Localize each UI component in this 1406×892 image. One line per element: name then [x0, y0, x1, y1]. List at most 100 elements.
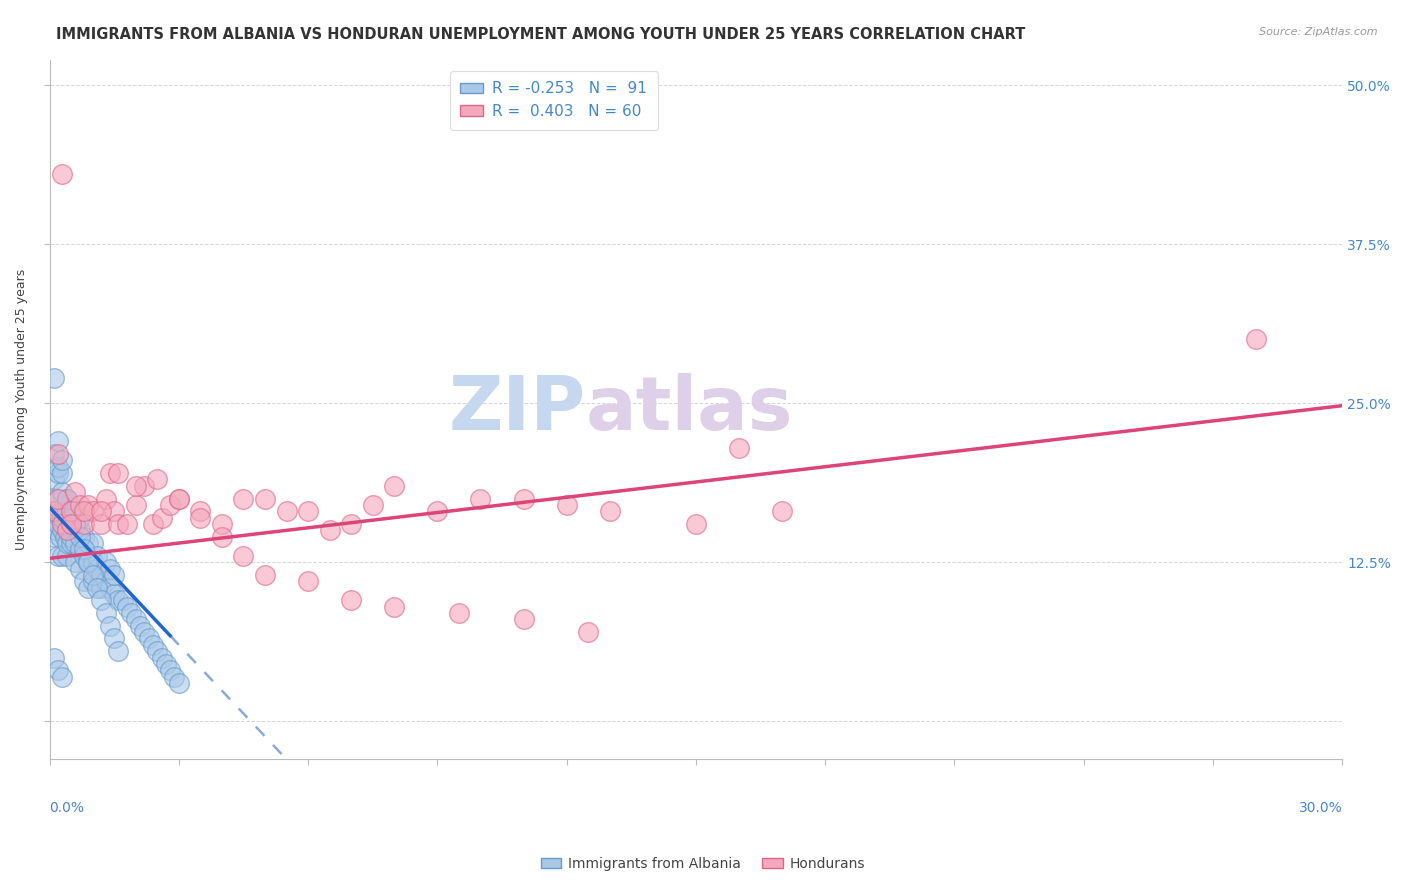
Point	[94, 574, 117, 589]
Point	[55, 491, 77, 506]
Point	[69, 530, 91, 544]
Point	[73, 549, 96, 563]
Point	[159, 663, 181, 677]
Point	[1244, 333, 1267, 347]
Point	[142, 516, 165, 531]
Text: 30.0%: 30.0%	[1299, 801, 1343, 815]
Point	[73, 504, 96, 518]
Point	[599, 504, 621, 518]
Point	[55, 491, 77, 506]
Point	[129, 619, 152, 633]
Point	[55, 549, 77, 563]
Point	[51, 670, 73, 684]
Point	[65, 516, 87, 531]
Point	[42, 530, 65, 544]
Point	[188, 510, 211, 524]
Point	[42, 472, 65, 486]
Point	[90, 593, 112, 607]
Point	[82, 504, 104, 518]
Point	[69, 524, 91, 538]
Point	[134, 625, 156, 640]
Point	[576, 625, 599, 640]
Point	[125, 498, 148, 512]
Point	[51, 485, 73, 500]
Point	[73, 516, 96, 531]
Point	[51, 453, 73, 467]
Point	[77, 536, 100, 550]
Point	[46, 466, 69, 480]
Point	[65, 516, 87, 531]
Point	[125, 612, 148, 626]
Point	[69, 561, 91, 575]
Point	[55, 524, 77, 538]
Point	[90, 516, 112, 531]
Point	[60, 504, 83, 518]
Point	[60, 516, 83, 531]
Point	[167, 491, 190, 506]
Point	[98, 581, 121, 595]
Point	[253, 491, 276, 506]
Point	[49, 530, 72, 544]
Point	[42, 370, 65, 384]
Point	[103, 504, 125, 518]
Text: atlas: atlas	[586, 373, 793, 446]
Point	[107, 593, 129, 607]
Point	[94, 491, 117, 506]
Point	[94, 555, 117, 569]
Point	[46, 459, 69, 474]
Point	[46, 447, 69, 461]
Point	[167, 491, 190, 506]
Point	[46, 491, 69, 506]
Point	[77, 555, 100, 569]
Point	[107, 466, 129, 480]
Point	[107, 644, 129, 658]
Point	[382, 599, 405, 614]
Point	[555, 498, 578, 512]
Point	[94, 606, 117, 620]
Point	[65, 536, 87, 550]
Point	[77, 581, 100, 595]
Y-axis label: Unemployment Among Youth under 25 years: Unemployment Among Youth under 25 years	[15, 268, 28, 550]
Point	[142, 638, 165, 652]
Point	[51, 504, 73, 518]
Point	[90, 581, 112, 595]
Point	[146, 644, 169, 658]
Point	[447, 606, 470, 620]
Point	[46, 491, 69, 506]
Point	[211, 530, 233, 544]
Point	[150, 510, 173, 524]
Point	[42, 491, 65, 506]
Text: IMMIGRANTS FROM ALBANIA VS HONDURAN UNEMPLOYMENT AMONG YOUTH UNDER 25 YEARS CORR: IMMIGRANTS FROM ALBANIA VS HONDURAN UNEM…	[56, 27, 1025, 42]
Point	[45, 504, 67, 518]
Point	[42, 650, 65, 665]
Point	[98, 561, 121, 575]
Point	[60, 530, 83, 544]
Point	[65, 504, 87, 518]
Point	[98, 619, 121, 633]
Point	[46, 663, 69, 677]
Point	[51, 510, 73, 524]
Point	[65, 485, 87, 500]
Point	[51, 549, 73, 563]
Point	[49, 510, 72, 524]
Point	[120, 606, 142, 620]
Point	[103, 632, 125, 646]
Point	[42, 447, 65, 461]
Point	[253, 567, 276, 582]
Point	[55, 504, 77, 518]
Point	[77, 498, 100, 512]
Point	[107, 516, 129, 531]
Point	[138, 632, 160, 646]
Point	[155, 657, 177, 671]
Point	[60, 504, 83, 518]
Point	[42, 504, 65, 518]
Point	[41, 516, 63, 531]
Point	[188, 504, 211, 518]
Point	[134, 479, 156, 493]
Point	[82, 574, 104, 589]
Point	[46, 434, 69, 449]
Point	[55, 536, 77, 550]
Point	[60, 516, 83, 531]
Point	[103, 587, 125, 601]
Point	[46, 516, 69, 531]
